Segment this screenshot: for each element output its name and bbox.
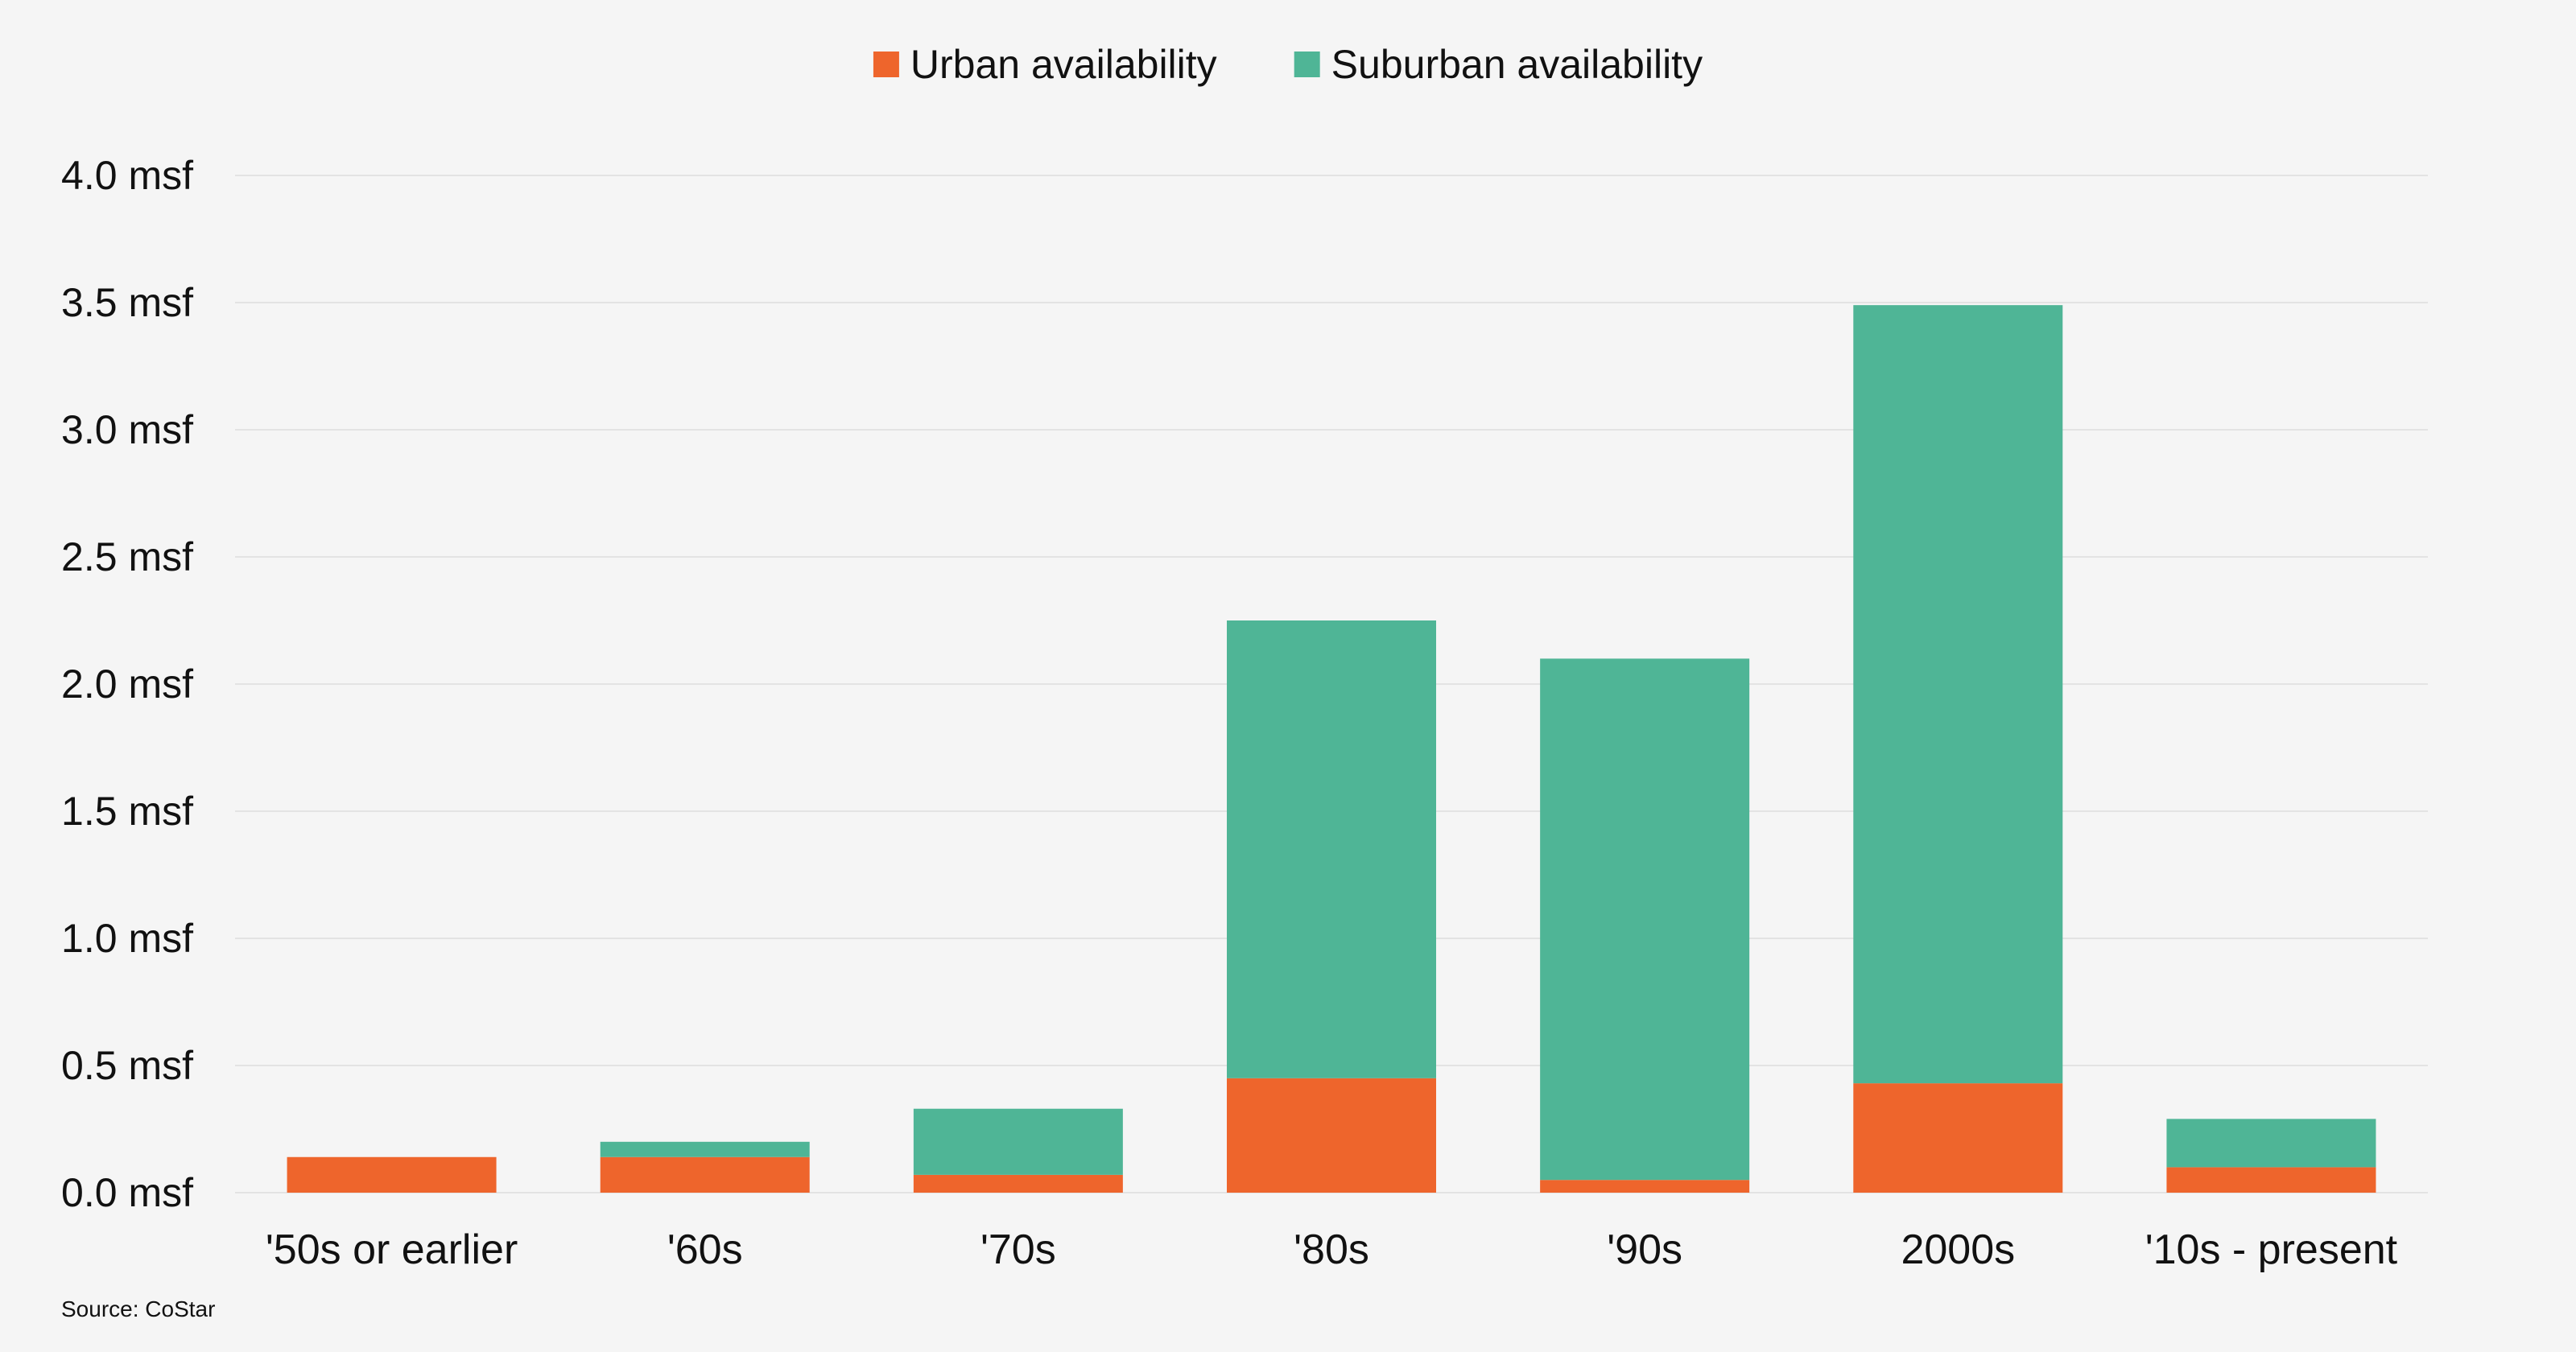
y-tick-label: 1.0 msf (61, 916, 193, 961)
bar-segment (287, 1156, 497, 1193)
x-category-label: '90s (1607, 1226, 1682, 1273)
y-axis-ticks: 0.0 msf 0.5 msf 1.0 msf 1.5 msf 2.0 msf 2.5 m… (61, 153, 193, 1215)
bar-segment (913, 1174, 1123, 1193)
legend-swatch (1294, 52, 1320, 77)
x-category-label: '60s (667, 1226, 743, 1273)
x-category-label: 2000s (1901, 1226, 2015, 1273)
source-note: Source: CoStar (61, 1296, 215, 1321)
y-tick-label: 4.0 msf (61, 153, 193, 198)
y-tick-label: 2.5 msf (61, 534, 193, 579)
bars (287, 305, 2376, 1193)
bar-segment (1853, 1083, 2063, 1193)
legend-label: Suburban availability (1331, 42, 1703, 87)
x-category-label: '80s (1294, 1226, 1369, 1273)
x-category-label: '50s or earlier (266, 1226, 518, 1273)
y-tick-label: 1.5 msf (61, 789, 193, 834)
y-tick-label: 0.0 msf (61, 1170, 193, 1215)
legend-label: Urban availability (910, 42, 1217, 87)
y-tick-label: 3.0 msf (61, 407, 193, 452)
bar-segment (1227, 620, 1436, 1078)
bar-segment (1540, 658, 1750, 1181)
bar-segment (1227, 1078, 1436, 1193)
bar-segment (600, 1141, 810, 1157)
bar-segment (2166, 1167, 2376, 1193)
bar-segment (600, 1156, 810, 1193)
bar-segment (1540, 1180, 1750, 1193)
y-tick-label: 3.5 msf (61, 280, 193, 325)
y-tick-label: 2.0 msf (61, 662, 193, 707)
x-category-label: '70s (980, 1226, 1056, 1273)
bar-segment (1853, 305, 2063, 1084)
x-category-label: '10s - present (2145, 1226, 2398, 1273)
bar-segment (913, 1108, 1123, 1175)
legend: Urban availability Suburban availability (873, 42, 1703, 87)
legend-swatch (873, 52, 899, 77)
bar-segment (2166, 1119, 2376, 1168)
x-axis-categories: '50s or earlier '60s '70s '80s '90s 2000s '10s… (266, 1226, 2398, 1273)
y-tick-label: 0.5 msf (61, 1043, 193, 1088)
